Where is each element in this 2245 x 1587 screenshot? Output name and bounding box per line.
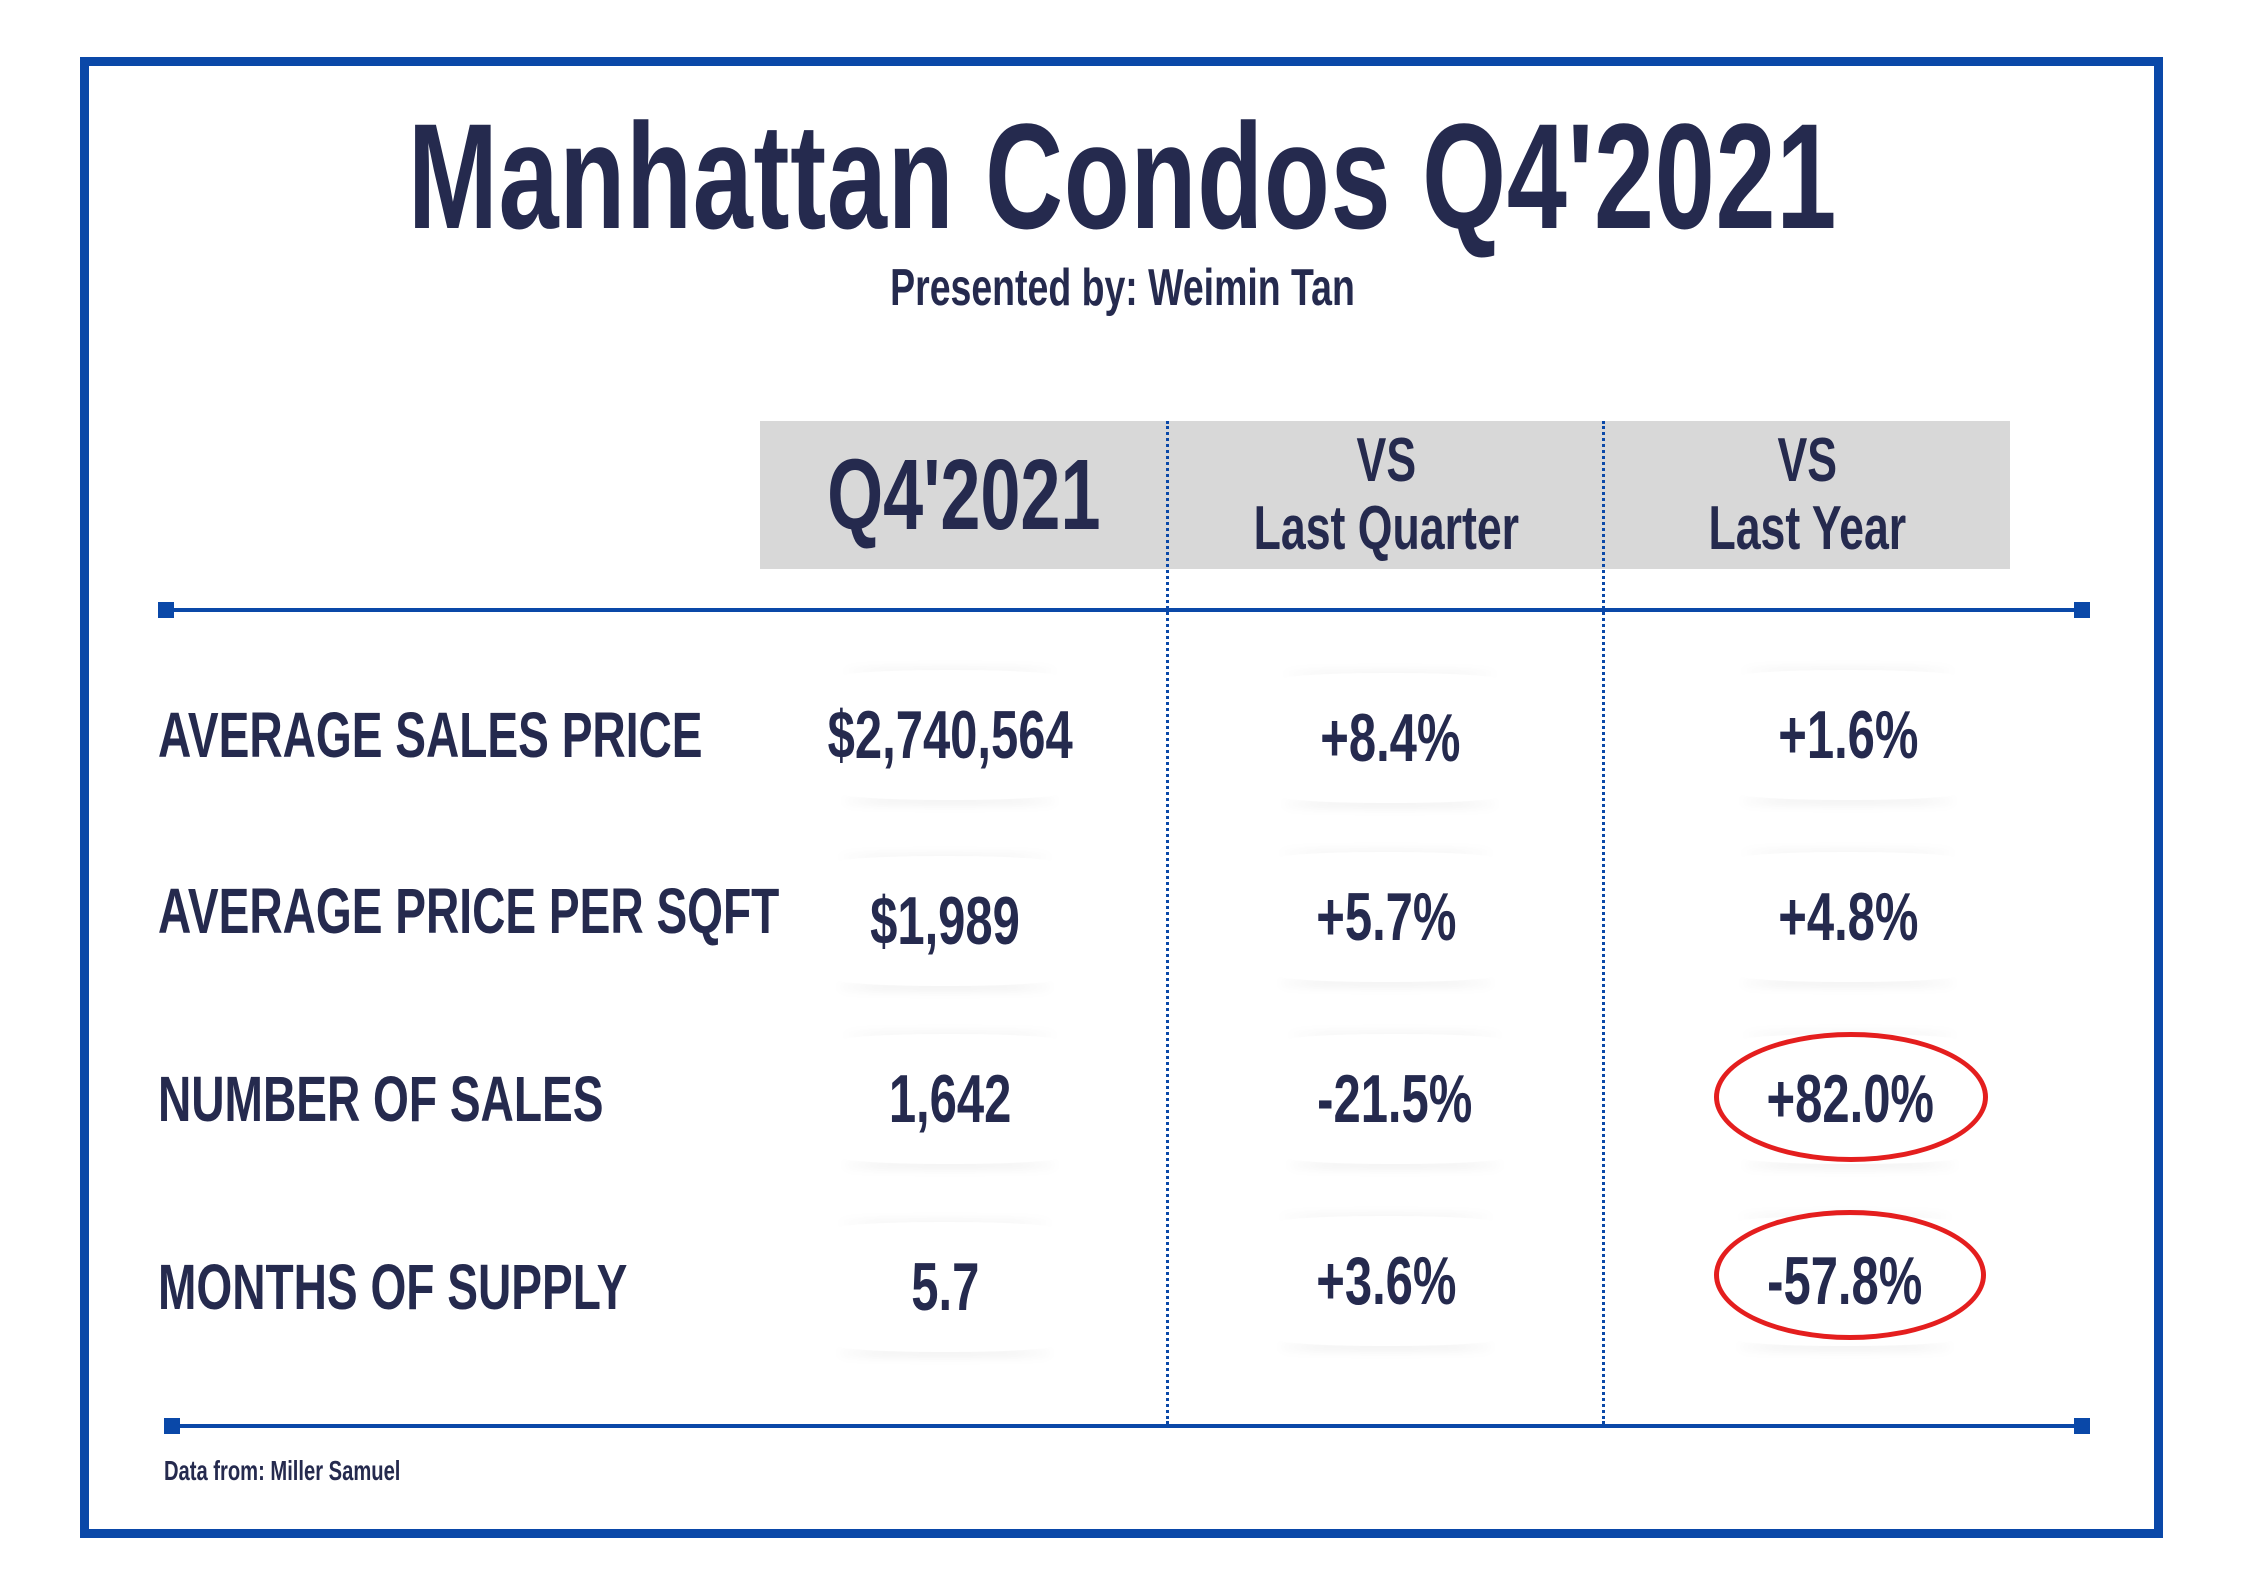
data-source-footnote: Data from: Miller Samuel (164, 1455, 401, 1486)
column-separator-1 (1166, 421, 1169, 1424)
page-title: Manhattan Condos Q4'2021 (407, 92, 1838, 260)
column-separator-2 (1602, 421, 1605, 1424)
header-vs-last-quarter: VS Last Quarter (1168, 421, 1604, 569)
cell-average-sales-price-vs-quarter: +8.4% (1250, 673, 1530, 793)
header-vs-quarter-line2: Last Quarter (1253, 494, 1519, 563)
row-label-number-of-sales: NUMBER OF SALES (158, 1063, 604, 1135)
presenter-subtitle: Presented by: Weimin Tan (890, 259, 1355, 317)
bottom-divider-left-cap (164, 1418, 180, 1434)
header-current-label: Q4'2021 (827, 439, 1101, 551)
header-current-quarter: Q4'2021 (760, 421, 1168, 569)
header-vs-last-year: VS Last Year (1604, 421, 2010, 569)
cell-average-sales-price-vs-year: +1.6% (1708, 670, 1988, 790)
header-vs-quarter-line1: VS (1356, 426, 1416, 495)
table-header-band (760, 421, 2010, 569)
header-vs-year-line2: Last Year (1708, 494, 1906, 563)
cell-average-sales-price-value: $2,740,564 (810, 670, 1090, 790)
highlight-circle-number-of-sales (1714, 1032, 1988, 1162)
row-label-average-sales-price: AVERAGE SALES PRICE (158, 699, 703, 771)
row-label-average-price-per-sqft: AVERAGE PRICE PER SQFT (158, 875, 780, 947)
row-label-months-of-supply: MONTHS OF SUPPLY (158, 1251, 628, 1323)
cell-number-of-sales-vs-quarter: -21.5% (1255, 1034, 1535, 1154)
cell-price-per-sqft-vs-year: +4.8% (1708, 852, 1988, 972)
cell-price-per-sqft-value: $1,989 (805, 856, 1085, 976)
top-divider-left-cap (158, 602, 174, 618)
cell-price-per-sqft-vs-quarter: +5.7% (1246, 852, 1526, 972)
top-divider-right-cap (2074, 602, 2090, 618)
top-divider-line (166, 608, 2080, 612)
cell-months-of-supply-value: 5.7 (805, 1222, 1085, 1342)
header-vs-year-line1: VS (1777, 426, 1837, 495)
bottom-divider-right-cap (2074, 1418, 2090, 1434)
bottom-divider-line (172, 1424, 2080, 1428)
cell-number-of-sales-value: 1,642 (810, 1034, 1090, 1154)
cell-months-of-supply-vs-quarter: +3.6% (1246, 1216, 1526, 1336)
highlight-circle-months-of-supply (1714, 1210, 1986, 1340)
